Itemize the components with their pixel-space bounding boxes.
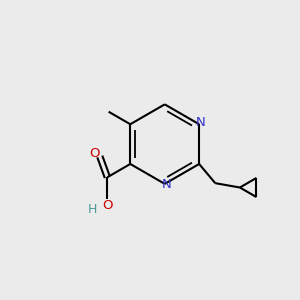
Text: O: O: [89, 147, 100, 160]
Text: N: N: [196, 116, 206, 129]
Text: H: H: [87, 203, 97, 216]
Text: O: O: [102, 199, 112, 212]
Text: N: N: [162, 178, 171, 191]
